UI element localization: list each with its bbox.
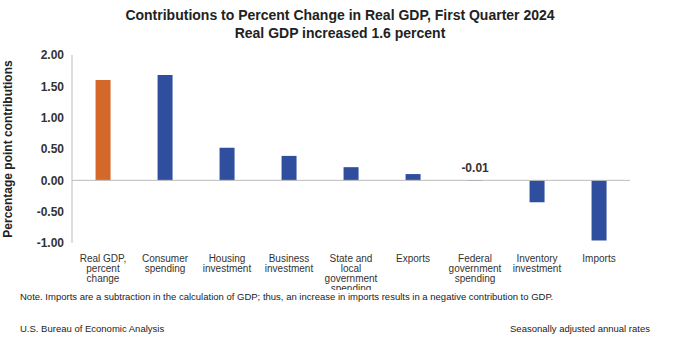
svg-text:1.00: 1.00 (41, 111, 65, 125)
svg-text:0.50: 0.50 (41, 142, 65, 156)
svg-text:0.00: 0.00 (41, 174, 65, 188)
html-text:Contributions to Percent Chang: Contributions to Percent Change in Real … (125, 7, 555, 23)
svg-text:Exports: Exports (396, 253, 430, 264)
html-text:Note. Imports are a subtractio: Note. Imports are a subtraction in the c… (20, 291, 554, 302)
svg-text:Federalgovernmentspending: Federalgovernmentspending (449, 253, 502, 284)
svg-text:Housinginvestment: Housinginvestment (203, 253, 252, 274)
svg-text:Real GDP,percentchange: Real GDP,percentchange (80, 253, 127, 284)
svg-text:-0.01: -0.01 (461, 161, 489, 175)
svg-text:Businessinvestment: Businessinvestment (265, 253, 314, 274)
svg-text:-1.00: -1.00 (37, 236, 65, 250)
svg-text:State andlocalgovernmentspendi: State andlocalgovernmentspending (325, 253, 378, 290)
svg-text:2.00: 2.00 (41, 48, 65, 62)
svg-text:Percentage point contributions: Percentage point contributions (8, 60, 15, 238)
svg-text:Consumerspending: Consumerspending (142, 253, 189, 274)
svg-text:-0.50: -0.50 (37, 205, 65, 219)
svg-text:Imports: Imports (582, 253, 615, 264)
html-text:Seasonally adjusted annual rat: Seasonally adjusted annual rates (510, 323, 650, 334)
html-text:U.S. Bureau of Economic Analys: U.S. Bureau of Economic Analysis (20, 323, 165, 334)
svg-text:1.50: 1.50 (41, 80, 65, 94)
svg-text:Inventoryinvestment: Inventoryinvestment (513, 253, 562, 274)
html-text:Real GDP increased 1.6 percent: Real GDP increased 1.6 percent (234, 25, 446, 41)
